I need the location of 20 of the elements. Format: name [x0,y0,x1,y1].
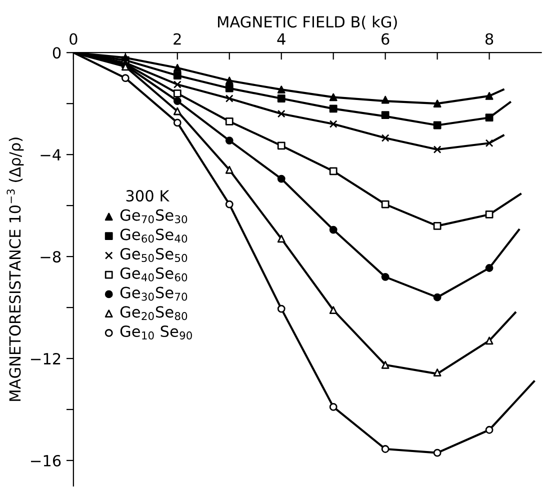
legend-label: Ge$_{20}$Se$_{80}$ [120,306,188,320]
x-tick-label: 6 [382,33,390,45]
x-tick-label: 4 [277,33,286,45]
x-tick-label: 8 [485,33,494,45]
y-tick-label: −12 [31,352,60,364]
y-tick-label: 0 [52,47,61,59]
legend-label: Ge$_{50}$Se$_{50}$ [120,248,188,262]
legend-label: Ge$_{40}$Se$_{60}$ [120,267,188,282]
x-tick-label: 0 [70,33,78,45]
x-tick-label: 2 [174,33,181,45]
legend-label: Ge$_{70}$Se$_{30}$ [120,209,188,224]
y-axis-title: MAGNETORESISTANCE 10$^{−3}$ (Δρ/ρ) [6,138,24,401]
legend-label: Ge$_{60}$Se$_{40}$ [120,228,188,243]
legend-label: Ge$_{10}$ Se$_{90}$ [120,326,192,340]
y-tick-label: −4 [40,149,61,160]
y-tick-label: −16 [31,454,61,466]
x-axis-title: MAGNETIC FIELD B( kG) [218,16,397,30]
legend-title: 300 K [126,190,170,202]
y-tick-label: −8 [40,251,61,263]
legend-label: Ge$_{30}$Se$_{70}$ [120,286,188,301]
